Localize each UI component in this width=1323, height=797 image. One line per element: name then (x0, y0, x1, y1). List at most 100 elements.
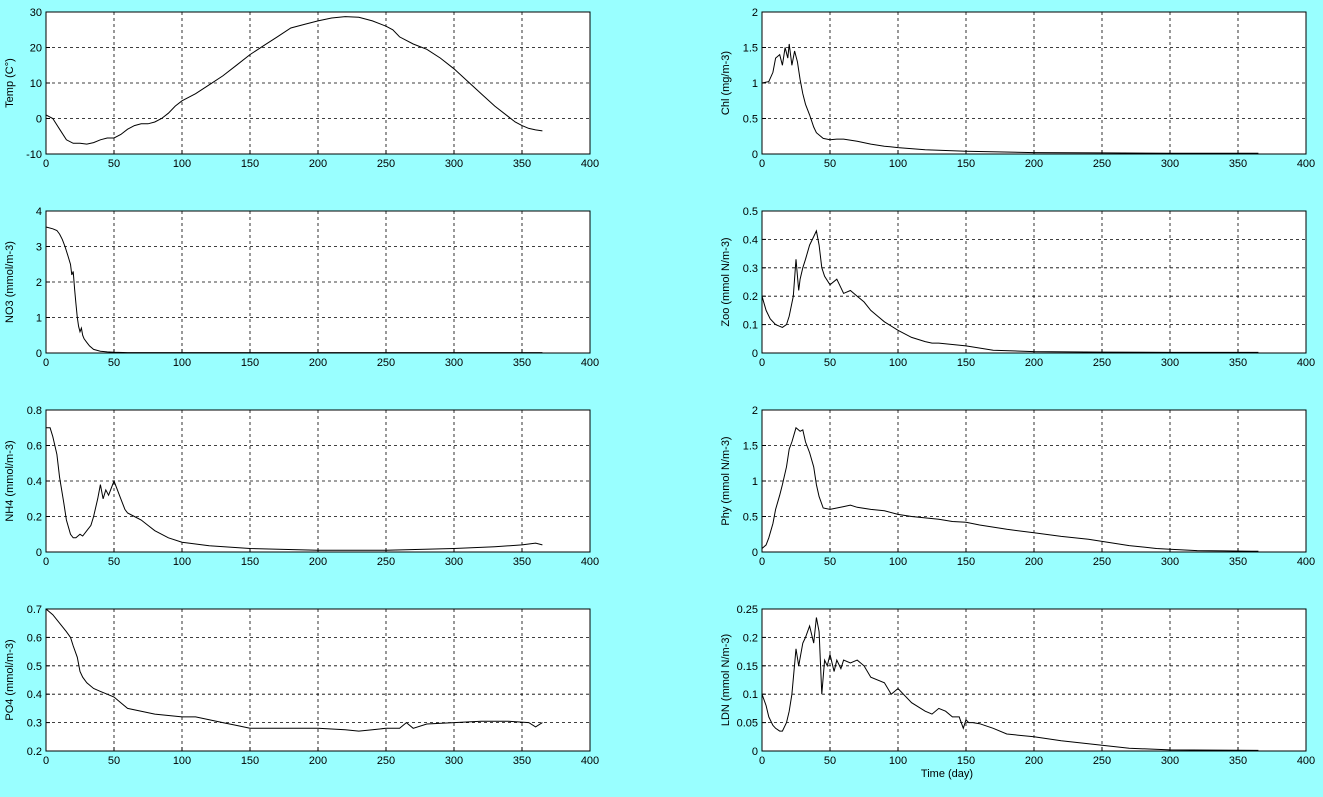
subplot-chl: 0 50 100 150 200 250 300 350 400 0 0.5 1 1.5 2 Chl (mg… (720, 7, 1315, 170)
zoo-x-tick-label: 100 (889, 357, 907, 369)
ldn-x-tick-label: 200 (1025, 755, 1043, 767)
nh4-y-tick-label: 0.6 (27, 441, 42, 453)
phy-x-tick-label: 200 (1025, 556, 1043, 568)
no3-x-tick-label: 200 (309, 357, 327, 369)
phy-y-tick-label: 1.5 (743, 441, 758, 453)
phy-x-tick-label: 100 (889, 556, 907, 568)
nh4-x-tick-label: 300 (445, 556, 463, 568)
po4-x-tick-label: 400 (581, 755, 599, 767)
po4-x-tick-label: 0 (43, 755, 49, 767)
po4-x-tick-label: 200 (309, 755, 327, 767)
phy-x-tick-label: 400 (1297, 556, 1315, 568)
subplot-ldn: 0 50 100 150 200 250 300 350 400 0 0.05 0.1 0.15 0.2 0… (720, 604, 1315, 780)
no3-x-tick-label: 250 (377, 357, 395, 369)
nh4-y-tick-label: 0.2 (27, 512, 42, 524)
zoo-x-tick-label: 150 (957, 357, 975, 369)
chl-y-tick-label: 2 (752, 7, 758, 19)
temp-x-tick-label: 150 (241, 158, 259, 170)
chl-y-tick-label: 1 (752, 78, 758, 90)
temp-y-tick-label: -10 (26, 149, 42, 161)
nh4-y-axis-label: NH4 (mmol/m-3) (4, 440, 16, 521)
nh4-x-tick-label: 0 (43, 556, 49, 568)
no3-x-tick-label: 0 (43, 357, 49, 369)
nh4-x-tick-label: 200 (309, 556, 327, 568)
temp-y-tick-label: 0 (36, 114, 42, 126)
temp-x-tick-label: 350 (513, 158, 531, 170)
subplot-zoo: 0 50 100 150 200 250 300 350 400 0 0.1 0.2 0.3 0.4 0.5… (720, 206, 1315, 369)
ldn-x-tick-label: 350 (1229, 755, 1247, 767)
subplot-phy: 0 50 100 150 200 250 300 350 400 0 0.5 1 1.5 2 Phy (mm… (720, 405, 1315, 568)
phy-x-tick-label: 300 (1161, 556, 1179, 568)
zoo-x-tick-label: 50 (824, 357, 836, 369)
chl-axes-frame (761, 11, 1307, 155)
po4-y-tick-label: 0.3 (27, 718, 42, 730)
nh4-axes-frame (45, 409, 591, 553)
po4-y-tick-label: 0.7 (27, 604, 42, 616)
ldn-x-tick-label: 300 (1161, 755, 1179, 767)
ldn-y-tick-label: 0.15 (737, 661, 758, 673)
ldn-y-tick-label: 0.05 (737, 718, 758, 730)
phy-x-tick-label: 250 (1093, 556, 1111, 568)
no3-x-tick-label: 350 (513, 357, 531, 369)
zoo-y-tick-label: 0 (752, 348, 758, 360)
nh4-x-tick-label: 400 (581, 556, 599, 568)
ldn-y-tick-label: 0 (752, 746, 758, 758)
chl-x-tick-label: 150 (957, 158, 975, 170)
subplot-po4: 0 50 100 150 200 250 300 350 400 0.2 0.3 0.4 0.5 0.6 0… (4, 604, 599, 767)
no3-axes-frame (45, 210, 591, 354)
temp-axes-frame (45, 11, 591, 155)
phy-x-tick-label: 50 (824, 556, 836, 568)
zoo-x-tick-label: 200 (1025, 357, 1043, 369)
phy-y-axis-label: Phy (mmol N/m-3) (720, 436, 732, 525)
zoo-y-tick-label: 0.3 (743, 263, 758, 275)
chl-x-tick-label: 100 (889, 158, 907, 170)
no3-y-axis-label: NO3 (mmol/m-3) (4, 241, 16, 323)
chl-x-tick-label: 200 (1025, 158, 1043, 170)
zoo-axes-frame (761, 210, 1307, 354)
phy-x-tick-label: 350 (1229, 556, 1247, 568)
temp-x-tick-label: 50 (108, 158, 120, 170)
phy-y-tick-label: 0.5 (743, 512, 758, 524)
zoo-x-tick-label: 0 (759, 357, 765, 369)
subplot-nh4: 0 50 100 150 200 250 300 350 400 0 0.2 0.4 0.6 0.8 NH4… (4, 405, 599, 568)
temp-x-tick-label: 400 (581, 158, 599, 170)
po4-y-tick-label: 0.6 (27, 632, 42, 644)
no3-x-tick-label: 150 (241, 357, 259, 369)
po4-y-tick-label: 0.4 (27, 689, 42, 701)
nh4-x-tick-label: 100 (173, 556, 191, 568)
phy-x-tick-label: 150 (957, 556, 975, 568)
po4-y-axis-label: PO4 (mmol/m-3) (4, 639, 16, 720)
zoo-y-tick-label: 0.5 (743, 206, 758, 218)
no3-y-tick-label: 0 (36, 348, 42, 360)
zoo-x-tick-label: 400 (1297, 357, 1315, 369)
phy-series-line (761, 426, 1259, 552)
po4-plot-area (46, 609, 590, 751)
ldn-y-tick-label: 0.2 (743, 632, 758, 644)
ldn-y-axis-label: LDN (mmol N/m-3) (720, 634, 732, 726)
chl-x-tick-label: 350 (1229, 158, 1247, 170)
phy-y-tick-label: 2 (752, 405, 758, 417)
nh4-x-tick-label: 350 (513, 556, 531, 568)
po4-x-tick-label: 100 (173, 755, 191, 767)
ldn-x-tick-label: 100 (889, 755, 907, 767)
zoo-y-tick-label: 0.1 (743, 320, 758, 332)
zoo-y-tick-label: 0.4 (743, 234, 758, 246)
temp-y-tick-label: 20 (30, 43, 42, 55)
zoo-y-tick-label: 0.2 (743, 291, 758, 303)
po4-x-tick-label: 250 (377, 755, 395, 767)
nh4-x-tick-label: 250 (377, 556, 395, 568)
ldn-x-tick-label: 250 (1093, 755, 1111, 767)
po4-x-tick-label: 300 (445, 755, 463, 767)
nh4-series-line (46, 427, 543, 551)
ldn-y-tick-label: 0.25 (737, 604, 758, 616)
no3-y-tick-label: 2 (36, 277, 42, 289)
zoo-x-tick-label: 250 (1093, 357, 1111, 369)
chl-y-tick-label: 1.5 (743, 43, 758, 55)
temp-y-tick-label: 10 (30, 78, 42, 90)
chl-y-axis-label: Chl (mg/m-3) (720, 51, 732, 115)
nh4-y-tick-label: 0.8 (27, 405, 42, 417)
temp-y-axis-label: Temp (C°) (4, 58, 16, 108)
po4-axes-frame (45, 608, 591, 752)
temp-x-tick-label: 250 (377, 158, 395, 170)
temp-x-tick-label: 0 (43, 158, 49, 170)
